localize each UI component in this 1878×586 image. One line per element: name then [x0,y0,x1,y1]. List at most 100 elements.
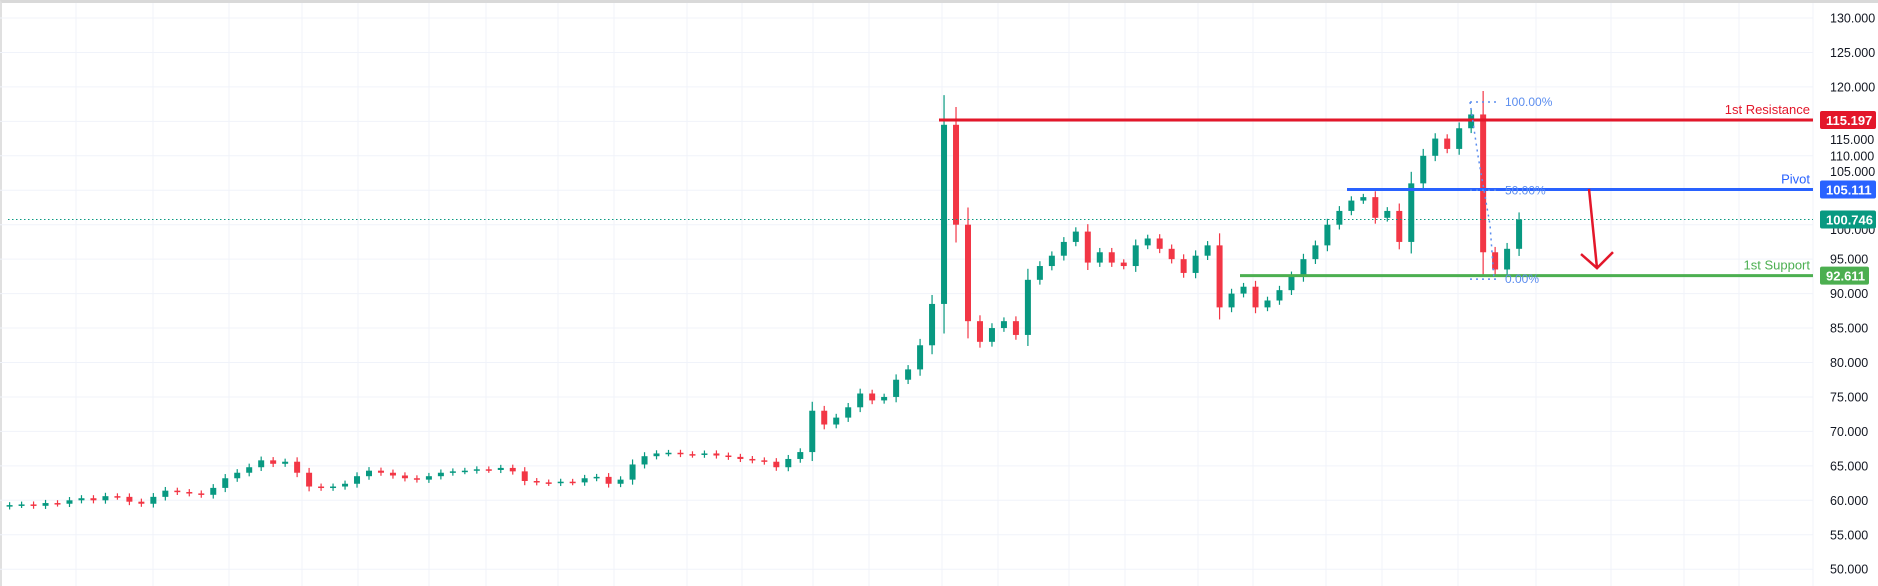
candle-body [617,479,624,484]
candle-body [1432,138,1439,156]
y-tick-label: 50.000 [1830,563,1868,577]
candle-body [821,410,828,425]
level-name: 1st Support [1744,258,1811,273]
candle-body [1060,241,1067,256]
candle-body [905,369,912,380]
price-label: 92.611 [1826,269,1865,284]
candle-body [1144,238,1151,246]
y-tick-label: 125.000 [1830,46,1875,60]
candle-body [461,470,468,473]
candle-body [1120,262,1127,267]
candle-body [1396,210,1403,242]
candle-body [306,472,313,487]
candle-body [66,500,73,504]
candle-body [1480,114,1487,253]
candle-body [401,475,408,479]
candle-body [1132,245,1139,267]
candle-body [330,486,337,489]
price-label-box [1820,180,1876,199]
candle-body [953,124,960,225]
y-tick-label: 55.000 [1830,528,1868,542]
candle-body [857,393,864,408]
y-tick-label: 110.000 [1830,149,1874,163]
candle-body [1228,293,1235,308]
candle-body [833,417,840,425]
candle-body [497,467,504,470]
price-label: 115.197 [1826,113,1872,128]
candle-body [557,481,564,484]
candle-body [90,498,97,501]
fib-level-label: 0.00% [1505,272,1539,286]
level-name: 1st Resistance [1725,102,1810,117]
candle-body [665,452,672,455]
price-label: 105.111 [1826,182,1872,197]
candle-body [114,496,121,498]
candle-body [18,504,25,506]
candle-body [126,496,133,502]
candle-body [593,476,600,479]
candle-body [198,493,205,495]
candle-body [653,453,660,457]
price-label-box [1820,110,1876,129]
candle-body [246,467,253,473]
candle-body [162,490,169,497]
candle-body [1084,231,1091,263]
candle-body [1492,252,1499,270]
candle-body [1288,276,1295,291]
y-tick-label: 95.000 [1830,253,1868,267]
candle-body [30,504,37,506]
y-tick-label: 65.000 [1830,459,1868,473]
candle-body [1240,286,1247,294]
candle-body [42,503,49,506]
candle-body [1096,252,1103,263]
level-name: Pivot [1781,171,1810,186]
candle-body [1372,197,1379,218]
candle-body [102,496,109,501]
candle-body [1324,224,1331,246]
candle-body [1252,286,1259,308]
candle-body [354,476,361,484]
arrow-head-icon [1580,251,1614,270]
candle-body [785,458,792,468]
candle-body [581,478,588,483]
candle-body [1456,128,1463,149]
candle-body [797,452,804,459]
candle-body [270,460,277,464]
candle-body [845,407,852,418]
candle-body [1504,248,1511,270]
candle-body [1072,231,1079,242]
candle-body [1216,245,1223,308]
candle-body [976,321,983,342]
candle-body [1048,255,1055,267]
last-price-box [1820,210,1876,229]
candle-body [1300,259,1307,277]
fib-level-label: 100.00% [1505,95,1553,109]
candle-body [689,454,696,456]
candle-body [294,461,301,473]
price-label-box [1820,266,1869,285]
candle-body [677,452,684,455]
candle-body [641,456,648,465]
candle-body [389,472,396,476]
candle-body [1360,197,1367,201]
candle-body [54,503,61,505]
candle-body [1000,321,1007,329]
candle-body [1384,210,1391,218]
candle-body [138,501,145,504]
candle-body [1312,245,1319,260]
candle-body [761,460,768,462]
candle-body [869,393,876,401]
y-tick-label: 85.000 [1830,322,1868,336]
candle-body [737,456,744,459]
candle-body [485,469,492,471]
candle-body [1192,255,1199,273]
arrow-down-icon [1587,188,1599,269]
candle-body [6,505,13,507]
y-tick-label: 120.000 [1830,80,1875,94]
y-tick-label: 105.000 [1830,165,1875,179]
candle-body [222,478,229,488]
candle-body [437,472,444,477]
y-tick-label: 90.000 [1830,287,1868,301]
